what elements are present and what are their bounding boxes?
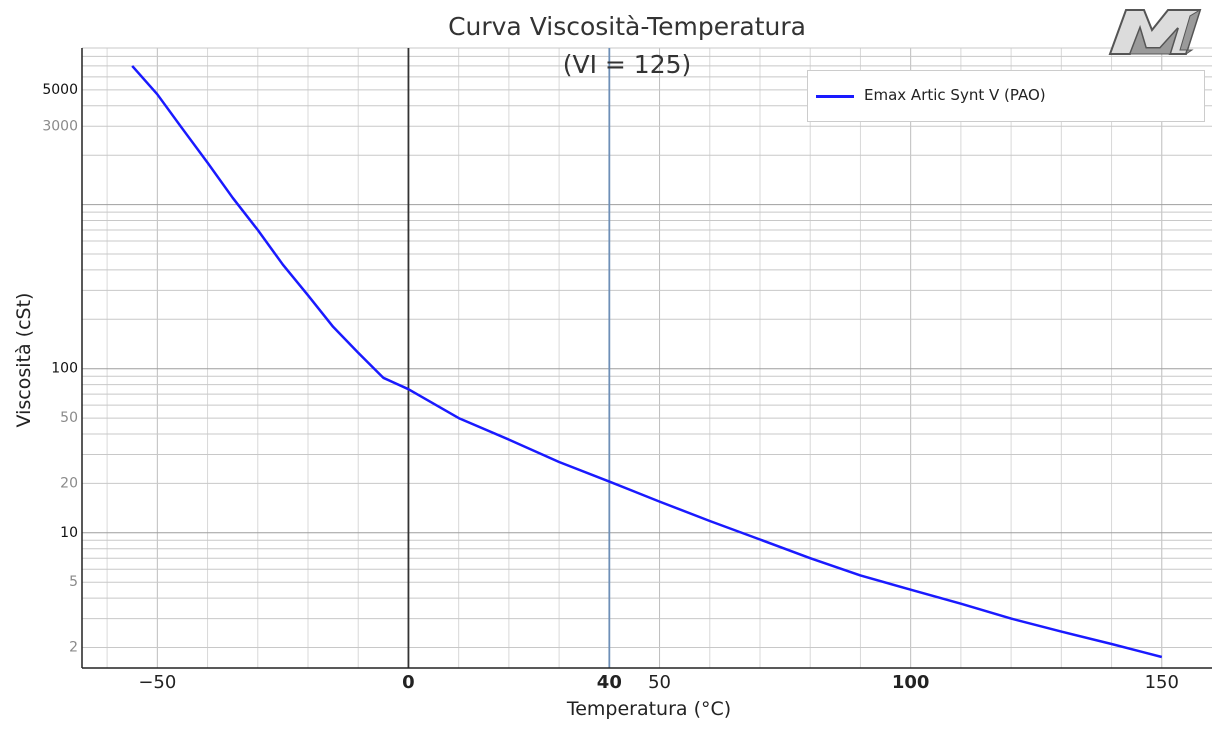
x-tick-label: 100 — [892, 672, 930, 693]
series-lines — [131, 65, 1163, 659]
y-tick-label: 10 — [60, 525, 78, 541]
tick-labels: −50 0 40 50 100 150 5000 3000 100 50 20 10 5 2 — [42, 82, 1179, 693]
x-tick-label: 0 — [402, 672, 415, 693]
grid — [82, 47, 1212, 668]
m-logo-icon — [1108, 8, 1202, 55]
y-tick-label: 5000 — [42, 82, 78, 98]
reference-lines — [407, 48, 611, 668]
axes — [81, 48, 1212, 669]
x-tick-label: 150 — [1145, 672, 1179, 693]
y-tick-label: 2 — [69, 639, 78, 655]
chart-subtitle: (VI = 125) — [562, 50, 692, 79]
y-tick-label: 100 — [51, 361, 78, 377]
y-tick-label: 20 — [60, 475, 78, 491]
y-tick-label: 5 — [69, 574, 78, 590]
x-axis-label: Temperatura (°C) — [566, 698, 731, 720]
x-tick-label: 40 — [597, 672, 622, 693]
legend-swatch — [816, 95, 854, 98]
legend-label: Emax Artic Synt V (PAO) — [864, 86, 1046, 104]
y-tick-label: 50 — [60, 410, 78, 426]
x-tick-label: 50 — [648, 672, 671, 693]
chart-title: Curva Viscosità-Temperatura — [448, 12, 806, 41]
series-line — [131, 65, 1163, 659]
y-tick-label: 3000 — [42, 118, 78, 134]
x-tick-label: −50 — [138, 672, 176, 693]
y-axis-label: Viscosità (cSt) — [13, 293, 35, 428]
legend: Emax Artic Synt V (PAO) — [807, 70, 1205, 122]
